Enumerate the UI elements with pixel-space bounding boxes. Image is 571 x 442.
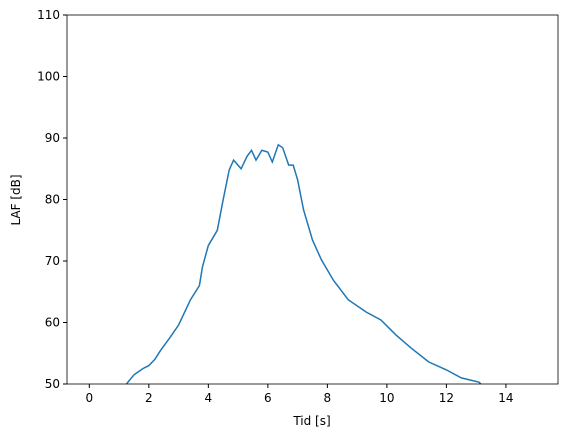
- x-tick-label: 0: [85, 391, 93, 405]
- x-tick-label: 8: [324, 391, 332, 405]
- y-tick-label: 80: [45, 193, 60, 207]
- x-tick-label: 12: [439, 391, 454, 405]
- y-tick-label: 110: [37, 8, 60, 22]
- y-tick-label: 60: [45, 316, 60, 330]
- y-tick-label: 50: [45, 377, 60, 391]
- x-tick-label: 2: [145, 391, 153, 405]
- plot-frame: [66, 14, 559, 385]
- line: [125, 143, 482, 384]
- x-axis-label: Tid [s]: [292, 414, 330, 428]
- x-tick-label: 4: [205, 391, 213, 405]
- x-tick-label: 6: [264, 391, 272, 405]
- y-tick-label: 70: [45, 254, 60, 268]
- y-tick-label: 90: [45, 131, 60, 145]
- x-tick-label: 10: [379, 391, 394, 405]
- y-tick-label: 100: [37, 70, 60, 84]
- y-axis-label: LAF [dB]: [9, 174, 23, 225]
- x-tick-label: 14: [498, 391, 513, 405]
